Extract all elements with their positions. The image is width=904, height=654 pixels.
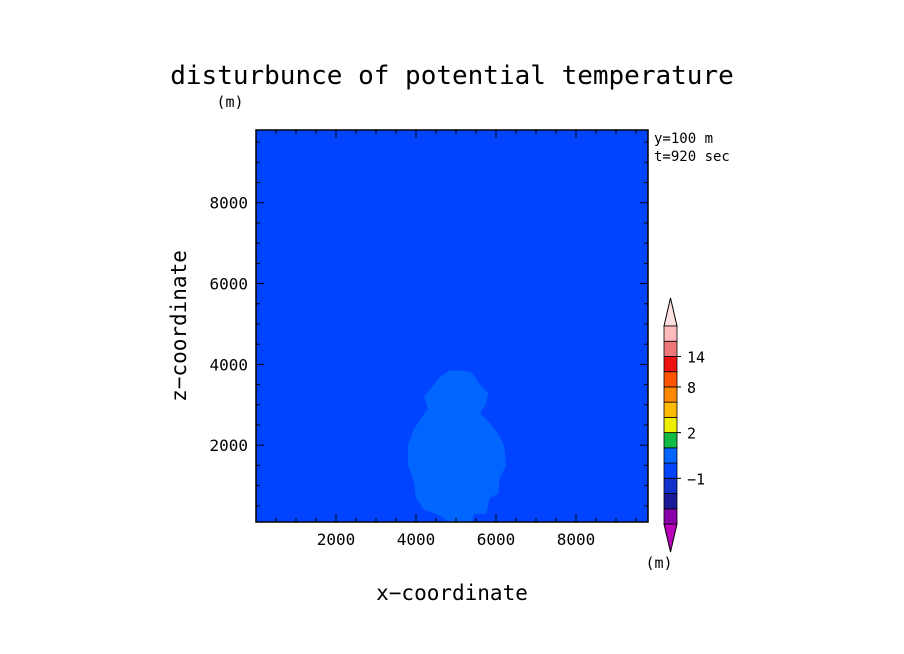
colorbar-segment [663,386,678,403]
y-tick-label: 2000 [209,436,248,455]
colorbar-segment [663,416,678,434]
colorbar-segment [663,371,678,388]
annotation-y-position: y=100 m [654,131,713,147]
colorbar-tick-label: −1 [687,470,705,488]
y-tick-label: 4000 [209,355,248,374]
annotation-time: t=920 sec [654,149,730,165]
colorbar-segment [663,477,678,494]
x-tick-label: 8000 [557,530,596,549]
y-tick-label: 8000 [209,194,248,213]
colorbar-segment [663,325,678,342]
unit-label: (m) [216,93,243,111]
x-tick-label: 6000 [477,530,516,549]
colorbar-over-arrow [663,297,678,327]
colorbar-under-arrow [663,523,678,553]
chart-title: disturbunce of potential temperature [170,61,734,91]
y-tick-labels: 2000 4000 6000 8000 [209,194,248,455]
colorbar-segment [663,356,678,373]
plot-frame [255,129,649,523]
colorbar-segment [663,432,678,449]
plot-area: 2000 4000 6000 8000 2000 4000 6000 8000 [209,129,649,549]
colorbar-tick-label: 14 [687,348,705,366]
colorbar-segment [663,462,678,479]
colorbar-segment [663,508,678,525]
colorbar-tick-label: 8 [687,379,696,397]
x-axis-label: x−coordinate [376,581,528,605]
axis-ticks [255,130,648,522]
colorbar-segment [663,401,678,418]
colorbar-segment [663,447,678,464]
colorbar-segment [663,340,678,357]
colorbar-tick-label: 2 [687,425,696,443]
x-tick-label: 2000 [317,530,356,549]
colorbar-segment [663,493,678,510]
anomaly-region [408,370,506,522]
colorbar: −1 2 8 14 [663,297,705,553]
y-axis-label: z−coordinate [167,250,191,402]
x-tick-label: 4000 [397,530,436,549]
colorbar-unit-label: (m) [645,554,672,572]
x-tick-labels: 2000 4000 6000 8000 [317,530,596,549]
y-tick-label: 6000 [209,275,248,294]
